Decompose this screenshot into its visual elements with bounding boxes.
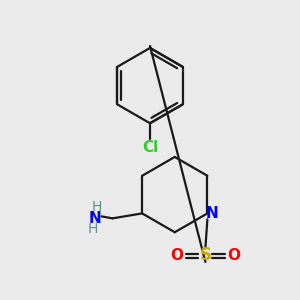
Text: N: N <box>88 211 101 226</box>
Text: H: H <box>87 222 98 236</box>
Text: S: S <box>200 246 211 264</box>
Text: Cl: Cl <box>142 140 158 154</box>
Text: O: O <box>170 248 183 262</box>
Text: N: N <box>206 206 219 221</box>
Text: H: H <box>92 200 102 214</box>
Text: O: O <box>228 248 241 262</box>
